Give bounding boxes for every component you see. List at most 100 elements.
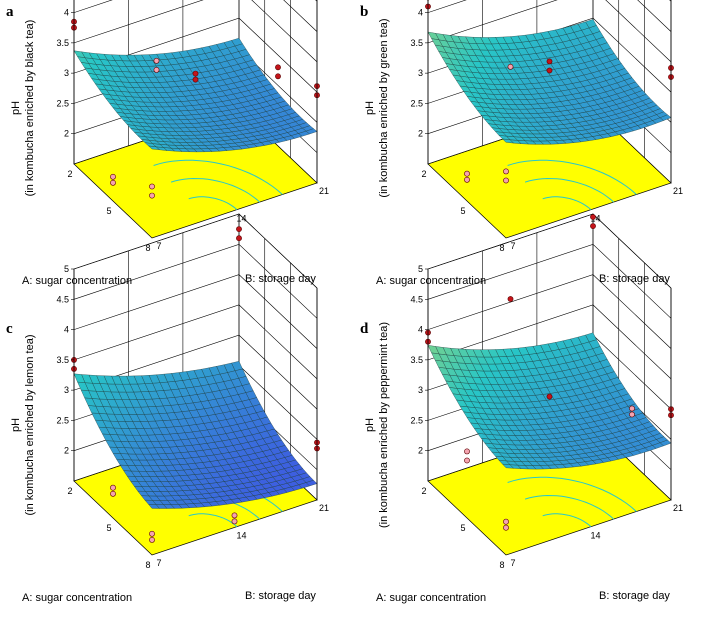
axis-title-y: pH (in kombucha enriched by green tea) xyxy=(364,18,390,197)
a-ticks: 2 5 8 xyxy=(67,169,150,253)
response-surface xyxy=(427,19,672,145)
b-tick-label: 21 xyxy=(673,186,683,196)
z-tick-label: 5 xyxy=(64,264,69,274)
floor-contours xyxy=(153,159,283,211)
wall-grid-line xyxy=(73,213,318,289)
wall-grid-line xyxy=(73,334,318,410)
axis-title-y-top: pH xyxy=(10,418,22,432)
design-point xyxy=(110,490,116,497)
z-tick-label: 2 xyxy=(64,129,69,139)
z-tick-label: 4 xyxy=(418,8,423,18)
b-tick-label: 7 xyxy=(510,558,515,568)
z-tick-label: 3 xyxy=(64,68,69,78)
chart-panel-c: 2 2.5 3 3.5 4 4.5 5 2 5 8 7 14 21 A: sugar concentrat… xyxy=(0,213,354,634)
wall-grid-line xyxy=(73,304,318,380)
z-tick-label: 4 xyxy=(418,325,423,335)
design-point xyxy=(464,170,470,177)
contour-line xyxy=(507,159,637,195)
design-point xyxy=(590,214,596,220)
chart-panel-b: 2 2.5 3 3.5 4 4.5 5 2 5 87 14 21 A: sugar concentrat… xyxy=(354,0,708,317)
axis-title-y-sub: (in kombucha enriched by lemon tea) xyxy=(24,335,36,516)
wall-grid-line xyxy=(73,0,318,32)
contour-line xyxy=(507,476,637,512)
design-point xyxy=(629,405,635,412)
a-tick-label: 8 xyxy=(145,243,150,253)
axis-title-y: pH (in kombucha enriched by black tea) xyxy=(10,20,36,197)
z-ticks: 22.533.544.55 xyxy=(410,8,428,139)
surface-cell xyxy=(73,50,86,58)
z-tick-label: 3.5 xyxy=(410,38,423,48)
z-tick-label: 4.5 xyxy=(56,294,69,304)
wall-grid-line xyxy=(73,243,318,319)
z-tick-label: 4 xyxy=(64,8,69,18)
b-tick-label: 21 xyxy=(319,186,329,196)
b-tick-label: 7 xyxy=(510,241,515,251)
design-point xyxy=(153,67,160,73)
b-tick-label: 14 xyxy=(590,214,600,224)
panel-letter: b xyxy=(360,4,368,20)
design-point xyxy=(507,296,514,302)
wall-grid-line xyxy=(73,0,318,63)
design-point xyxy=(507,63,514,70)
a-tick-label: 2 xyxy=(421,486,426,496)
design-point xyxy=(236,235,242,242)
axis-title-a: A: sugar concentration xyxy=(376,275,486,287)
b-ticks: 7 14 21 xyxy=(156,503,329,568)
z-tick-label: 4.5 xyxy=(410,294,423,304)
wall-grid-line xyxy=(427,213,672,289)
contour-line xyxy=(170,177,261,203)
design-point xyxy=(231,512,238,519)
design-point xyxy=(149,183,155,190)
wall-grid-line xyxy=(73,17,318,93)
a-tick-label: 5 xyxy=(106,523,111,533)
front-frame xyxy=(427,269,672,500)
a-tick-label: 2 xyxy=(67,169,72,179)
design-point xyxy=(153,57,160,64)
z-tick-label: 3.5 xyxy=(410,355,423,365)
design-point xyxy=(629,411,635,418)
panel-letter: c xyxy=(6,321,13,337)
z-tick-label: 3.5 xyxy=(56,38,69,48)
axis-title-y-top: pH xyxy=(364,418,376,432)
contour-line xyxy=(542,196,592,211)
contour-line xyxy=(524,494,615,520)
a-tick-label: 2 xyxy=(67,486,72,496)
axis-title-y: pH (in kombucha enriched by lemon tea) xyxy=(10,335,36,516)
a-tick-label: 2 xyxy=(421,169,426,179)
z-tick-label: 4 xyxy=(64,325,69,335)
b-tick-label: 7 xyxy=(156,558,161,568)
axis-title-b: B: storage day xyxy=(245,273,316,285)
z-tick-label: 2 xyxy=(418,129,423,139)
z-tick-label: 3 xyxy=(64,385,69,395)
axis-title-a: A: sugar concentration xyxy=(22,275,132,287)
axis-title-y-sub: (in kombucha enriched by green tea) xyxy=(378,18,390,197)
response-surface xyxy=(73,360,318,509)
axis-title-y: pH (in kombucha enriched by peppermint te… xyxy=(364,322,390,528)
response-surface xyxy=(73,37,318,153)
contour-line xyxy=(188,513,238,528)
z-tick-label: 3 xyxy=(418,68,423,78)
panel-letter: a xyxy=(6,4,14,20)
a-tick-label: 8 xyxy=(499,243,504,253)
a-tick-label: 8 xyxy=(145,560,150,570)
axis-title-b: B: storage day xyxy=(599,273,670,285)
front-frame xyxy=(73,269,318,500)
b-ticks: 7 14 21 xyxy=(510,503,683,568)
b-ticks: 7 14 21 xyxy=(156,186,329,251)
design-point xyxy=(546,58,553,65)
design-point xyxy=(275,64,281,71)
design-point xyxy=(275,73,281,80)
axis-title-a: A: sugar concentration xyxy=(22,592,132,604)
axis-title-b: B: storage day xyxy=(245,590,316,602)
wall-grid-line xyxy=(73,274,318,349)
wall-grid-line xyxy=(427,0,672,32)
wall-grid-line xyxy=(427,0,672,63)
design-point xyxy=(546,67,553,74)
design-point xyxy=(110,484,116,491)
design-point xyxy=(149,192,155,199)
a-tick-label: 5 xyxy=(460,523,465,533)
